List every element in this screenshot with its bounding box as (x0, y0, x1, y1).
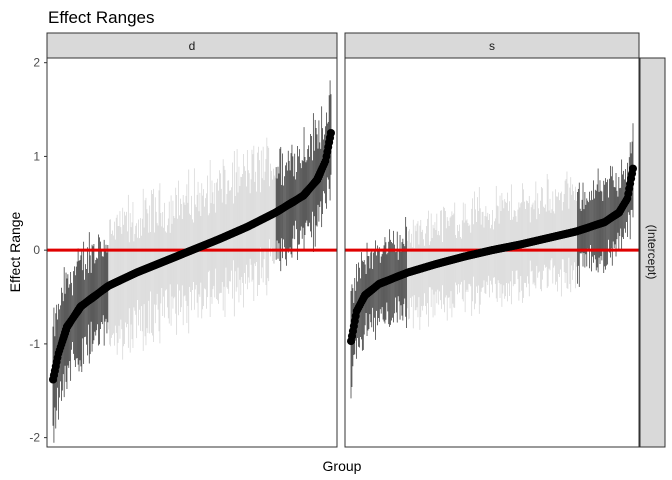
x-axis-title: Group (323, 458, 362, 474)
row-strip (639, 57, 666, 448)
panel-d (47, 80, 337, 443)
y-axis: -2 -1 0 1 2 (29, 56, 47, 445)
facet-strip-d (46, 32, 338, 59)
facet-strip-s (344, 32, 640, 59)
y-axis-title: Effect Range (7, 211, 23, 292)
effect-point (327, 128, 335, 137)
facet-label-d: d (189, 39, 196, 53)
panel-frame-d (46, 57, 338, 448)
panel-s (345, 123, 639, 399)
facet-label-s: s (489, 39, 495, 53)
y-tick-label: -2 (29, 431, 40, 445)
row-strip-label: (Intercept) (645, 225, 659, 280)
panel-frame-s (344, 57, 640, 448)
effect-point (629, 164, 637, 173)
y-tick-label: 1 (33, 149, 40, 163)
y-tick-label: 2 (33, 56, 40, 70)
y-tick-label: 0 (33, 243, 40, 257)
chart-title: Effect Ranges (48, 8, 154, 27)
y-tick-label: -1 (29, 337, 40, 351)
